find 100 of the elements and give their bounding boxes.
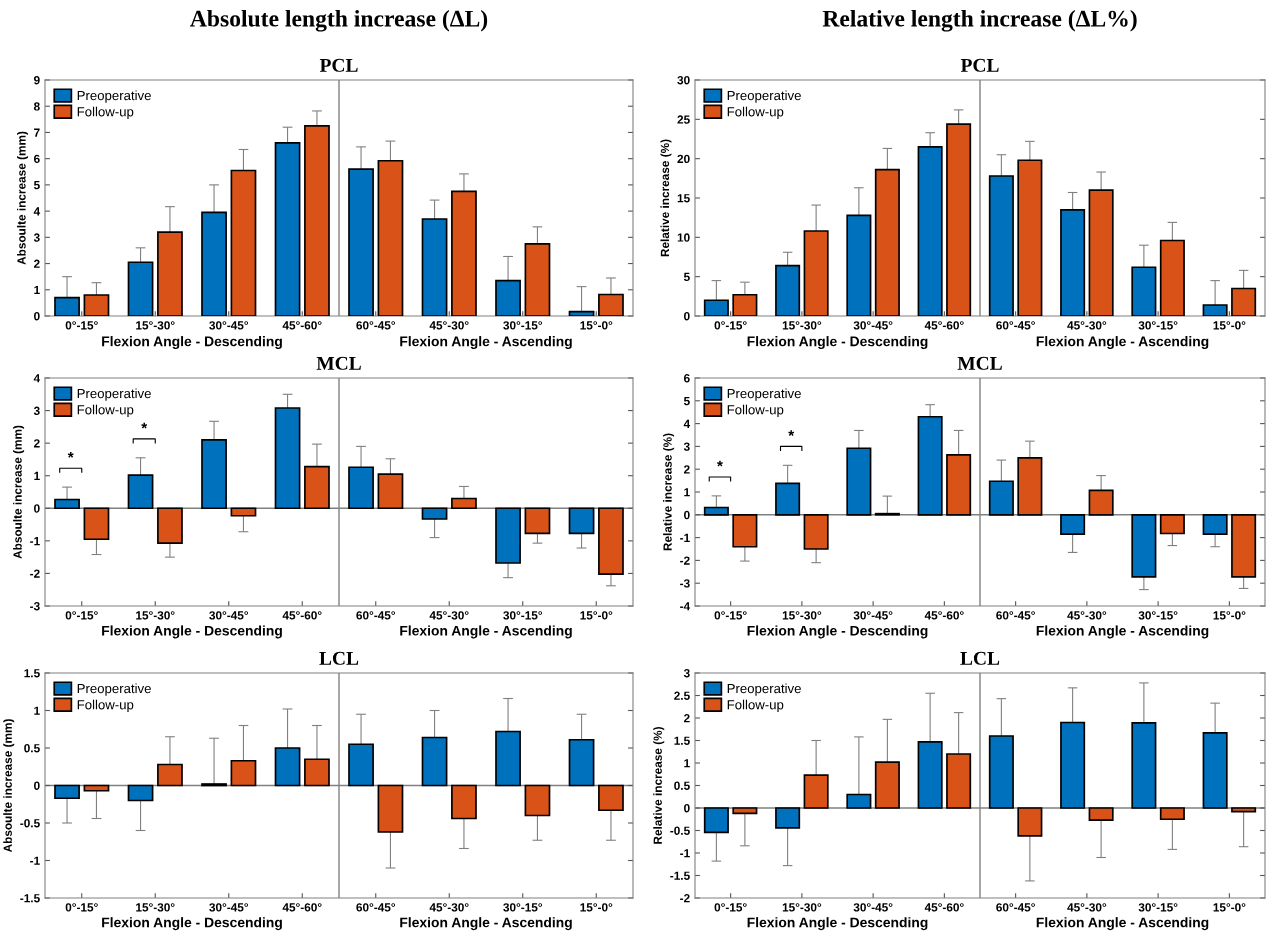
x-tick-label: 0°-15° — [65, 611, 98, 620]
y-tick-label: 30 — [677, 76, 690, 85]
y-tick-label: 1 — [684, 488, 690, 497]
chart-subtitle: PCL — [319, 58, 358, 72]
x-tick-label: 30°-15° — [503, 321, 543, 330]
x-tick-label: 15°-30° — [136, 321, 175, 330]
y-axis-title: Relative increase (%) — [660, 139, 672, 257]
x-axis-title: Flexion Angle - Descending — [102, 917, 282, 931]
x-tick-label: 30°-15° — [1138, 903, 1178, 912]
chart-title: LCL — [960, 651, 1000, 665]
legend-label: Follow-up — [77, 404, 134, 417]
chart-title: MCL — [316, 356, 361, 370]
legend-label: Preoperative — [77, 388, 151, 401]
legend-label: Preoperative — [727, 90, 801, 103]
y-tick-label: 3 — [33, 406, 40, 415]
x-tick-label: 45°-30° — [1067, 903, 1107, 912]
y-tick-label: 7 — [34, 128, 40, 137]
y-tick-label: -0.5 — [670, 826, 690, 835]
x-tick-label: 45°-60° — [282, 611, 322, 620]
y-tick-label: 8 — [33, 102, 40, 111]
x-tick-label: 30°-45° — [209, 321, 249, 330]
y-axis-title: Absoulte increase (mm) — [17, 131, 29, 265]
y-tick-label: 1.5 — [674, 736, 690, 745]
y-tick-label: 6 — [34, 154, 40, 164]
y-tick-label: -1.5 — [670, 871, 690, 880]
x-tick-label: 15°-0° — [580, 611, 613, 620]
x-tick-label: 30°-45° — [209, 611, 249, 620]
legend-label: Follow-up — [77, 699, 134, 712]
x-tick-label: 45°-30° — [429, 321, 469, 330]
annotation: * — [788, 430, 795, 436]
y-tick-label: 1 — [34, 285, 40, 295]
x-tick-label: 0°-15° — [65, 903, 98, 912]
x-tick-label: 45°-60° — [924, 321, 964, 330]
legend-label: Preoperative — [77, 90, 151, 103]
y-tick-label: -1 — [680, 533, 690, 542]
y-tick-label: 3 — [683, 442, 690, 451]
x-tick-label: 45°-30° — [429, 611, 469, 620]
x-tick-label: 15°-0° — [1213, 903, 1246, 912]
x-tick-label: 45°-30° — [429, 903, 469, 912]
chart-subtitle: PCL — [960, 58, 999, 72]
y-tick-label: 9 — [33, 76, 40, 85]
legend-label: Follow-up — [727, 106, 784, 119]
y-tick-label: -2 — [680, 894, 690, 903]
x-tick-label: 30°-45° — [853, 611, 893, 620]
x-tick-label: 15°-30° — [136, 903, 175, 912]
x-tick-label: 15°-0° — [580, 903, 613, 912]
x-tick-label: 15°-30° — [782, 611, 822, 620]
y-axis-title: Absoulte increase (mm) — [13, 425, 25, 559]
text: Flexion Angle - Ascending — [400, 917, 572, 931]
x-tick-label: 45°-60° — [924, 903, 964, 912]
y-tick-label: 0 — [684, 804, 690, 813]
x-tick-label: 30°-15° — [1138, 611, 1178, 620]
x-tick-label: 30°-45° — [853, 321, 893, 330]
y-tick-label: -3 — [680, 579, 690, 588]
x-tick-label: 30°-15° — [503, 903, 543, 912]
x-tick-label: 0°-15° — [714, 611, 747, 620]
x-tick-label: 15°-0° — [1213, 321, 1246, 330]
x-tick-label: 15°-30° — [782, 903, 822, 912]
y-tick-label: 1 — [684, 759, 690, 768]
y-tick-label: -1 — [30, 537, 40, 546]
x-axis-title: Flexion Angle - Descending — [747, 336, 928, 350]
y-axis-title: Relative increase (%) — [653, 727, 665, 844]
y-tick-label: 4 — [33, 207, 41, 216]
x-tick-label: 60°-45° — [996, 321, 1035, 330]
y-tick-label: 2 — [683, 714, 690, 723]
y-tick-label: 0 — [34, 781, 40, 790]
x-tick-label: 30°-45° — [209, 903, 249, 912]
legend-label: Follow-up — [727, 404, 784, 417]
y-tick-label: 4 — [683, 419, 691, 428]
x-tick-label: 0°-15° — [65, 321, 98, 330]
y-tick-label: -3 — [30, 602, 40, 611]
y-tick-label: 4 — [33, 374, 41, 383]
x-tick-label: 45°-30° — [1067, 611, 1107, 620]
y-tick-label: 15 — [677, 194, 690, 203]
x-tick-label: 0°-15° — [714, 321, 747, 330]
y-tick-label: 5 — [33, 181, 40, 190]
y-tick-label: 20 — [677, 154, 690, 164]
annotation: * — [717, 460, 723, 467]
y-tick-label: 0.5 — [674, 781, 690, 790]
legend-label: Follow-up — [727, 699, 784, 712]
x-tick-label: 60°-45° — [356, 611, 396, 620]
y-tick-label: 1 — [34, 471, 40, 480]
y-tick-label: -1 — [680, 849, 690, 858]
chart-title: Relative length increase (ΔL%) — [822, 10, 1137, 32]
text: Flexion Angle - Ascending — [1036, 625, 1209, 639]
text: Flexion Angle - Ascending — [400, 336, 572, 350]
annotation: * — [67, 452, 74, 458]
text: Flexion Angle - Ascending — [400, 625, 572, 639]
y-tick-label: 5 — [683, 396, 690, 406]
x-tick-label: 60°-45° — [996, 611, 1035, 620]
y-tick-label: -2 — [680, 556, 690, 565]
x-tick-label: 45°-30° — [1067, 321, 1107, 330]
y-tick-label: 0 — [34, 312, 40, 321]
y-tick-label: 2 — [33, 439, 40, 448]
x-tick-label: 60°-45° — [356, 321, 396, 330]
x-tick-label: 15°-30° — [136, 611, 175, 620]
y-tick-label: 0 — [684, 312, 690, 321]
y-tick-label: -0.5 — [20, 819, 40, 828]
x-tick-label: 0°-15° — [714, 903, 747, 912]
y-tick-label: 0 — [34, 504, 40, 513]
